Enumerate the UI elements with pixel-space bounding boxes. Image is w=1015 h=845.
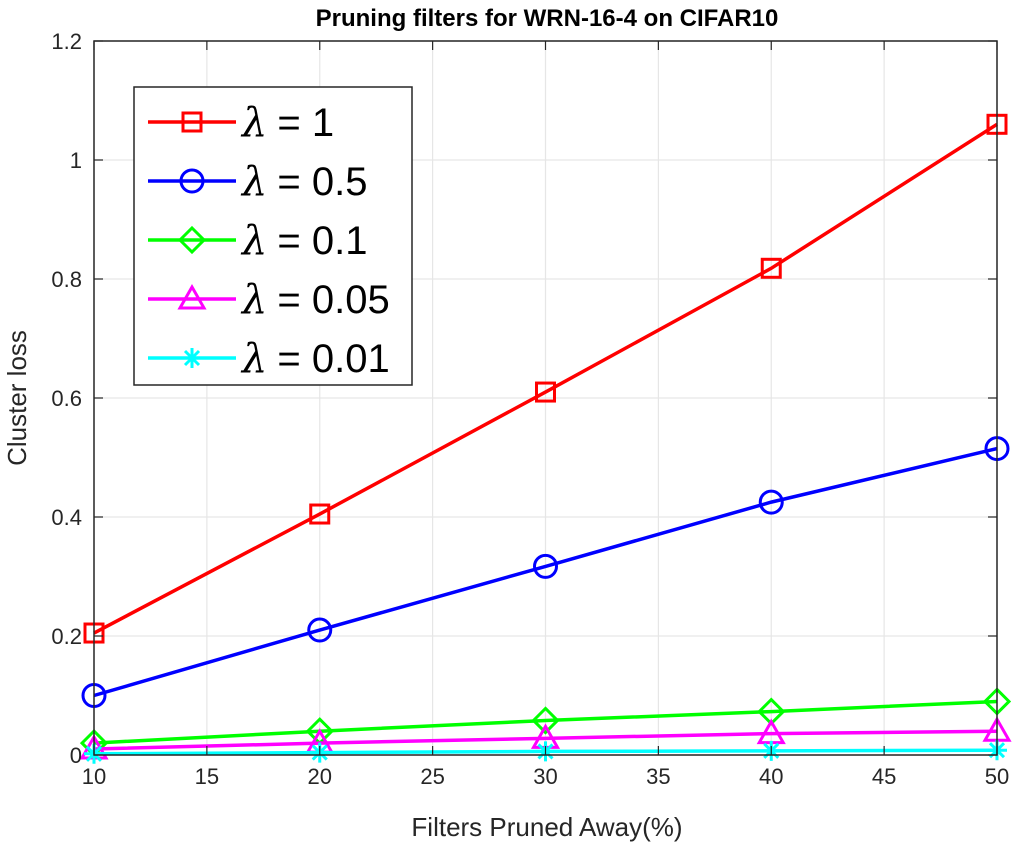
y-tick-label: 0: [70, 743, 82, 768]
legend-marker: [181, 111, 203, 133]
x-tick-label: 45: [872, 764, 896, 789]
series-layer: [79, 113, 1012, 764]
y-tick-label: 0.2: [51, 624, 82, 649]
y-tick-label: 0.6: [51, 386, 82, 411]
legend-marker: [177, 283, 207, 310]
data-point: [760, 257, 782, 279]
legend-marker: [182, 348, 202, 368]
y-tick-label: 0.8: [51, 267, 82, 292]
legend-item: λ = 0.5: [148, 159, 367, 205]
x-tick-label: 30: [533, 764, 557, 789]
x-tick-label: 25: [420, 764, 444, 789]
series-line: [93, 122, 998, 635]
x-tick-label: 20: [308, 764, 332, 789]
legend-label: λ = 0.05: [240, 277, 390, 323]
data-point: [309, 503, 331, 525]
axis-ticks: 10 15 20 25 30 35 40 45 50 0 0.2 0.4 0.6 0.8 1 1.2: [51, 29, 1009, 789]
series-line: [93, 729, 998, 751]
series-1: [81, 436, 1010, 708]
data-point: [758, 489, 784, 515]
legend-item: λ = 0.01: [148, 336, 390, 382]
series-line: [93, 699, 998, 745]
legend-lambda: λ: [240, 277, 267, 323]
grid-lines: [93, 40, 998, 756]
legend-marker: [177, 225, 207, 255]
legend-item: λ = 0.1: [148, 218, 367, 264]
y-tick-label: 1.2: [51, 29, 82, 54]
legend-lambda: λ: [240, 159, 267, 205]
data-point: [533, 553, 558, 579]
legend-label: λ = 0.01: [240, 336, 390, 382]
legend-lambda: λ: [240, 336, 267, 382]
legend-lambda: λ: [240, 100, 267, 146]
series-line: [93, 446, 998, 698]
legend-value: = 0.5: [277, 160, 367, 204]
legend-value: = 0.01: [277, 337, 389, 381]
data-point: [531, 706, 560, 735]
legend-item: λ = 0.05: [148, 277, 390, 323]
legend-value: = 0.05: [277, 278, 389, 322]
x-tick-label: 35: [646, 764, 670, 789]
legend-value: = 1: [277, 101, 334, 145]
data-point: [535, 381, 556, 403]
legend-label: λ = 0.1: [240, 218, 367, 264]
data-point: [307, 617, 333, 643]
legend-marker: [179, 168, 205, 194]
legend-item: λ = 1: [148, 100, 334, 146]
y-tick-label: 0.4: [51, 505, 82, 530]
legend-lambda: λ: [240, 218, 267, 264]
y-tick-label: 1: [70, 148, 82, 173]
x-tick-label: 15: [195, 764, 219, 789]
x-tick-label: 50: [985, 764, 1009, 789]
x-tick-label: 40: [759, 764, 783, 789]
legend-label: λ = 1: [240, 100, 334, 146]
legend-value: = 0.1: [277, 219, 367, 263]
y-axis-title: Cluster loss: [2, 330, 32, 466]
x-axis-title: Filters Pruned Away(%): [411, 812, 682, 842]
legend-label: λ = 0.5: [240, 159, 367, 205]
chart-title: Pruning filters for WRN-16-4 on CIFAR10: [316, 5, 779, 32]
legend-box: [133, 86, 413, 386]
legend: λ = 1λ = 0.5λ = 0.1λ = 0.05λ = 0.01: [133, 86, 413, 386]
x-tick-label: 10: [82, 764, 106, 789]
